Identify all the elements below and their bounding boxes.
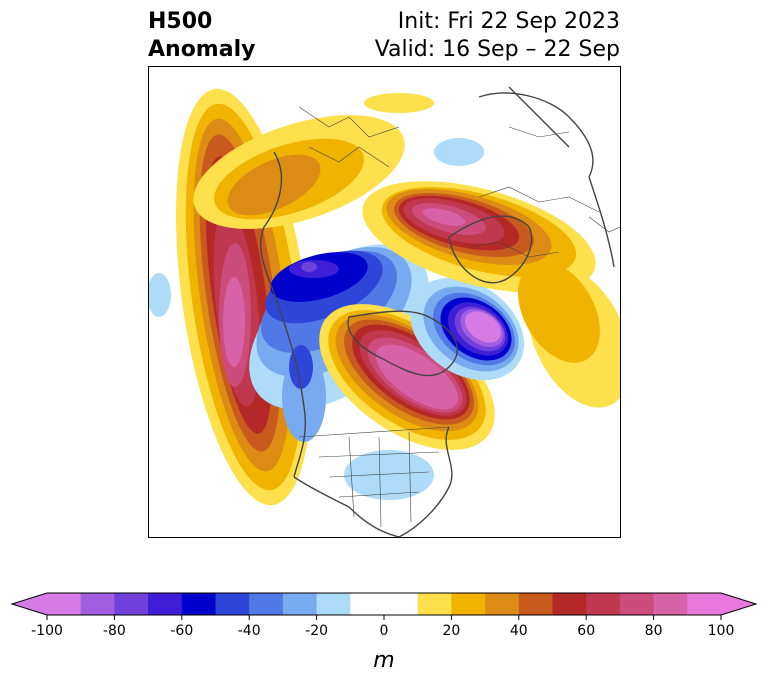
colorbar: -100 -80 -60 -40 -20 0 20 40 60 80 100 m bbox=[10, 592, 758, 673]
colorbar-tick-label: 60 bbox=[577, 623, 595, 639]
political-borders bbox=[298, 106, 620, 528]
colorbar-tick-label: -80 bbox=[103, 623, 126, 639]
title-field: Anomaly bbox=[148, 37, 256, 62]
colorbar-bin bbox=[148, 593, 183, 615]
anomaly-map bbox=[149, 86, 620, 537]
map-panel bbox=[148, 66, 621, 538]
colorbar-tick-label: 40 bbox=[510, 623, 528, 639]
colorbar-extend-low bbox=[12, 593, 47, 615]
colorbar-bin bbox=[485, 593, 520, 615]
colorbar-tick-label: 80 bbox=[645, 623, 663, 639]
colorbar-tick-label: 0 bbox=[380, 623, 389, 639]
colorbar-extend-high bbox=[721, 593, 756, 615]
colorbar-tick-label: -20 bbox=[305, 623, 328, 639]
colorbar-bin bbox=[653, 593, 688, 615]
colorbar-bin bbox=[316, 593, 351, 615]
colorbar-tick-label: 100 bbox=[708, 623, 735, 639]
colorbar-bins bbox=[47, 593, 722, 615]
colorbar-bin bbox=[687, 593, 722, 615]
title-left: H500 Anomaly bbox=[148, 8, 255, 64]
colorbar-bin bbox=[80, 593, 115, 615]
colorbar-bin bbox=[47, 593, 82, 615]
colorbar-bin bbox=[350, 593, 419, 615]
trough-greenland bbox=[410, 277, 524, 381]
colorbar-bin bbox=[619, 593, 655, 615]
colorbar-tick-label: -100 bbox=[31, 623, 63, 639]
colorbar-bin bbox=[518, 593, 553, 615]
init-time: Init: Fri 22 Sep 2023 bbox=[397, 9, 620, 34]
colorbar-bin bbox=[586, 593, 621, 615]
coastlines bbox=[260, 86, 615, 537]
colorbar-bin bbox=[181, 593, 216, 615]
ridge-northwest bbox=[193, 93, 434, 229]
title-right: Init: Fri 22 Sep 2023 Valid: 16 Sep – 22… bbox=[375, 8, 620, 64]
colorbar-tick-label: -60 bbox=[170, 623, 193, 639]
colorbar-bin bbox=[215, 593, 250, 615]
colorbar-tick-label: 20 bbox=[442, 623, 460, 639]
colorbar-bin bbox=[114, 593, 149, 615]
colorbar-bin bbox=[282, 593, 318, 615]
weak-negative-patches bbox=[149, 138, 484, 500]
colorbar-label: m bbox=[373, 648, 394, 673]
colorbar-bin bbox=[417, 593, 452, 615]
colorbar-bin bbox=[451, 593, 486, 615]
title-variable: H500 bbox=[148, 9, 213, 34]
colorbar-ticks: -100 -80 -60 -40 -20 0 20 40 60 80 100 bbox=[31, 615, 734, 639]
colorbar-tick-label: -40 bbox=[238, 623, 261, 639]
colorbar-bin bbox=[552, 593, 587, 615]
colorbar-bin bbox=[249, 593, 284, 615]
valid-range: Valid: 16 Sep – 22 Sep bbox=[374, 37, 620, 62]
